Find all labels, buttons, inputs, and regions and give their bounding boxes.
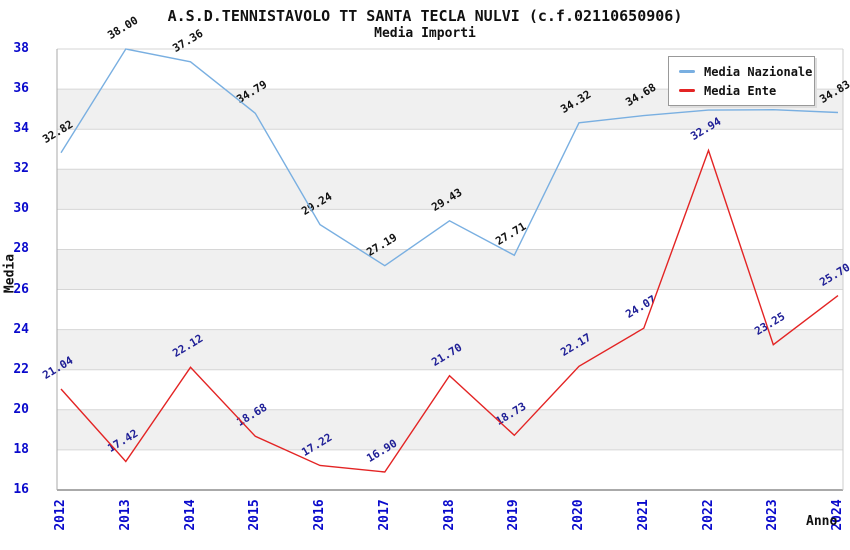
legend-item-media-ente: Media Ente — [679, 81, 814, 100]
y-tick-label: 30 — [13, 201, 29, 216]
y-tick-label: 28 — [13, 241, 29, 256]
grid-band — [57, 409, 843, 450]
series-line-media-ente — [60, 148, 839, 473]
y-tick-label: 26 — [13, 282, 29, 297]
y-tick-label: 36 — [13, 81, 29, 96]
legend-label-ente: Media Ente — [704, 83, 777, 98]
chart-subtitle: Media Importi — [374, 26, 476, 41]
series-line-media-nazionale — [60, 48, 839, 267]
y-tick-label: 24 — [13, 322, 29, 337]
grid-band — [57, 249, 843, 290]
legend-label-nazionale: Media Nazionale — [704, 64, 813, 79]
legend-item-media-nazionale: Media Nazionale — [679, 62, 814, 81]
legend: Media Nazionale Media Ente — [668, 56, 815, 106]
grid-band — [57, 289, 843, 330]
chart-title: A.S.D.TENNISTAVOLO TT SANTA TECLA NULVI … — [167, 7, 683, 25]
grid-band — [57, 169, 843, 210]
x-axis-title: Anno — [806, 514, 838, 529]
y-tick-label: 16 — [13, 482, 29, 497]
y-tick-label: 20 — [13, 402, 29, 417]
y-tick-label: 32 — [13, 161, 29, 176]
grid-band — [57, 209, 843, 250]
y-tick-label: 38 — [13, 41, 29, 56]
y-tick-label: 18 — [13, 442, 29, 457]
grid-band — [57, 449, 843, 490]
legend-swatch-nazionale-icon — [679, 70, 695, 73]
grid-band — [57, 329, 843, 370]
y-axis-title: Media — [2, 253, 18, 294]
y-tick-label: 22 — [13, 362, 29, 377]
legend-swatch-ente-icon — [679, 89, 695, 92]
y-tick-label: 34 — [13, 121, 29, 136]
